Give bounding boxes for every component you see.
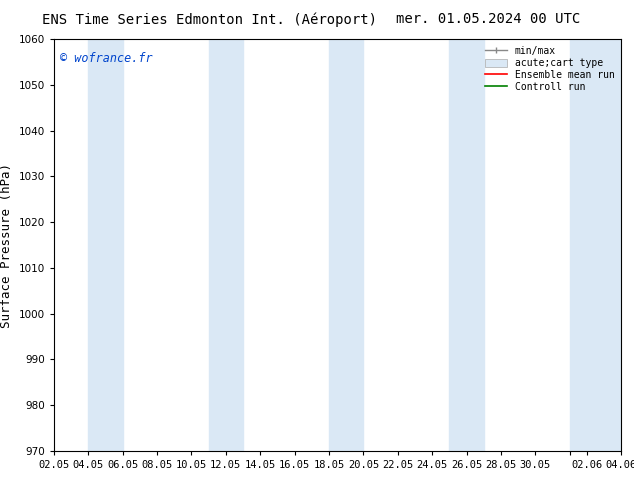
Bar — [570, 39, 621, 451]
Text: © wofrance.fr: © wofrance.fr — [60, 51, 152, 65]
Y-axis label: Surface Pressure (hPa): Surface Pressure (hPa) — [0, 163, 13, 327]
Bar — [329, 39, 363, 451]
Bar — [209, 39, 243, 451]
Text: ENS Time Series Edmonton Int. (Aéroport): ENS Time Series Edmonton Int. (Aéroport) — [42, 12, 377, 27]
Bar — [450, 39, 484, 451]
Text: mer. 01.05.2024 00 UTC: mer. 01.05.2024 00 UTC — [396, 12, 580, 26]
Bar — [88, 39, 122, 451]
Legend: min/max, acute;cart type, Ensemble mean run, Controll run: min/max, acute;cart type, Ensemble mean … — [484, 44, 616, 94]
